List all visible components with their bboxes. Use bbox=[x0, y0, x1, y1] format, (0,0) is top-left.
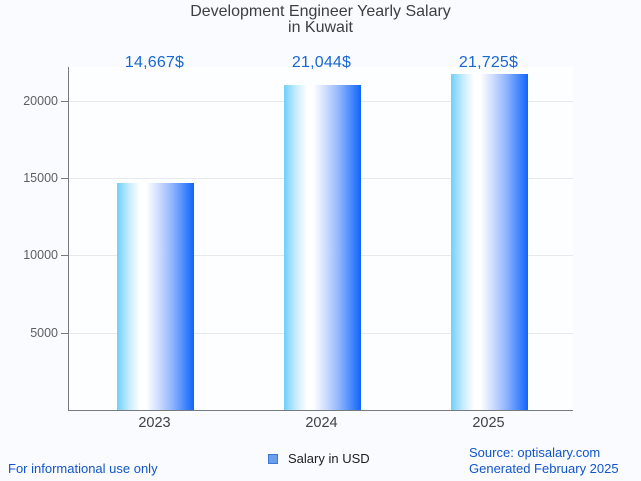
y-axis-tick-label: 10000 bbox=[23, 248, 58, 263]
y-axis-tick-label: 5000 bbox=[30, 325, 58, 340]
source-block: Source: optisalary.com Generated Februar… bbox=[469, 445, 619, 477]
chart-legend: Salary in USD bbox=[268, 451, 370, 466]
plot-area bbox=[68, 67, 573, 411]
bar-2025 bbox=[451, 74, 528, 410]
x-axis-tick-label: 2024 bbox=[305, 415, 338, 431]
generated-date: Generated February 2025 bbox=[469, 461, 619, 476]
chart-title-line1: Development Engineer Yearly Salary bbox=[190, 3, 451, 20]
chart-title: Development Engineer Yearly Salary in Ku… bbox=[0, 4, 641, 35]
bar-value-label: 21,044$ bbox=[291, 54, 352, 71]
y-axis-tick-mark bbox=[61, 178, 68, 180]
bar-value-label: 21,725$ bbox=[458, 54, 519, 71]
legend-label: Salary in USD bbox=[288, 451, 370, 466]
y-axis-tick-label: 20000 bbox=[23, 93, 58, 108]
y-axis-tick-mark bbox=[61, 332, 68, 334]
legend-swatch-icon bbox=[268, 453, 278, 464]
disclaimer-text: For informational use only bbox=[8, 461, 158, 476]
x-axis-tick-label: 2023 bbox=[138, 415, 171, 431]
y-axis-tick-mark bbox=[61, 100, 68, 102]
bar-2023 bbox=[117, 183, 194, 410]
chart-title-line2: in Kuwait bbox=[288, 18, 353, 36]
bar-2024 bbox=[284, 84, 361, 410]
y-axis-tick-label: 15000 bbox=[23, 171, 58, 186]
bar-value-label: 14,667$ bbox=[124, 54, 185, 71]
y-axis-tick-mark bbox=[61, 255, 68, 257]
source-link[interactable]: Source: optisalary.com bbox=[469, 445, 601, 460]
x-axis-tick-label: 2025 bbox=[472, 415, 505, 431]
